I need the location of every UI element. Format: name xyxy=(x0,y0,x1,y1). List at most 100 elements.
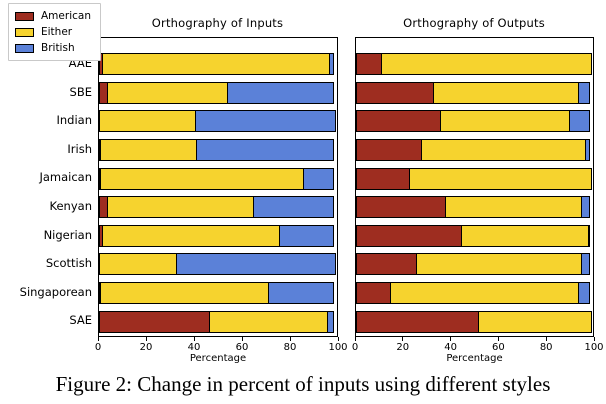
inputs-plot-title: Orthography of Inputs xyxy=(151,16,284,30)
stacked-bar xyxy=(356,282,593,305)
bar-segment-british xyxy=(279,224,335,247)
stacked-bar xyxy=(99,310,337,333)
bar-segment-american xyxy=(356,81,435,104)
x-tick-mark xyxy=(193,337,195,341)
bar-segment-british xyxy=(253,196,335,219)
bar-segment-british xyxy=(587,224,591,247)
bar-segment-either xyxy=(461,224,590,247)
legend-entry-either: Either xyxy=(15,24,91,40)
figure-caption: Figure 2: Change in percent of inputs us… xyxy=(55,372,551,396)
bar-row-nigerian xyxy=(99,222,337,251)
x-tick-mark xyxy=(497,337,499,341)
stacked-bar xyxy=(99,224,337,247)
x-tick-label: 0 xyxy=(351,342,359,353)
bar-row-indian xyxy=(99,107,337,136)
outputs-plot-title: Orthography of Outputs xyxy=(403,16,545,30)
bar-row-sbe xyxy=(356,79,593,108)
category-label-irish: Irish xyxy=(67,141,92,156)
bar-row-indian xyxy=(356,107,593,136)
stacked-bar xyxy=(99,196,337,219)
stacked-bar xyxy=(99,139,337,162)
bar-row-irish xyxy=(99,136,337,165)
stacked-bar xyxy=(99,167,337,190)
category-label-nigerian: Nigerian xyxy=(43,227,92,242)
bar-segment-british xyxy=(196,139,335,162)
outputs-plot xyxy=(355,37,594,337)
x-tick-label: 60 xyxy=(235,342,249,353)
bar-segment-american xyxy=(356,253,418,276)
bar-segment-british xyxy=(327,310,335,333)
stacked-bar xyxy=(356,110,593,133)
bar-segment-american xyxy=(356,110,442,133)
outputs-x-axis-label: Percentage xyxy=(446,353,503,364)
category-label-jamaican: Jamaican xyxy=(39,170,92,185)
bar-segment-either xyxy=(102,224,281,247)
legend-label: Either xyxy=(41,26,73,38)
bar-segment-either xyxy=(99,110,197,133)
stacked-bar xyxy=(99,53,337,76)
either-color-swatch xyxy=(15,27,34,37)
bar-row-sae xyxy=(356,307,593,336)
bar-segment-british xyxy=(267,282,335,305)
inputs-x-axis-label: Percentage xyxy=(189,353,247,364)
legend-label: British xyxy=(41,42,75,54)
bar-segment-either xyxy=(99,167,305,190)
bar-row-scottish xyxy=(356,250,593,279)
x-tick-label: 100 xyxy=(584,342,604,353)
x-tick-mark xyxy=(97,337,99,341)
bar-segment-either xyxy=(420,139,587,162)
bar-segment-american xyxy=(356,139,423,162)
x-tick-label: 20 xyxy=(139,342,153,353)
bar-segment-american xyxy=(356,310,480,333)
x-tick-label: 80 xyxy=(283,342,297,353)
bar-segment-either xyxy=(477,310,592,333)
category-axis-labels: AAE SBE Indian Irish Jamaican Kenyan Nigerian S… xyxy=(0,37,92,337)
category-label-kenyan: Kenyan xyxy=(49,198,92,213)
category-label-sae: SAE xyxy=(69,313,92,328)
bar-segment-either xyxy=(444,196,583,219)
x-tick-mark xyxy=(545,337,547,341)
bar-row-jamaican xyxy=(99,164,337,193)
bar-row-nigerian xyxy=(356,222,593,251)
bar-row-singaporean xyxy=(356,279,593,308)
bar-row-sbe xyxy=(99,79,337,108)
bar-segment-either xyxy=(439,110,571,133)
x-tick-label: 40 xyxy=(187,342,201,353)
bar-segment-either xyxy=(99,282,269,305)
bar-segment-either xyxy=(99,253,178,276)
stacked-bar xyxy=(356,139,593,162)
legend-entry-british: British xyxy=(15,40,91,56)
bar-segment-either xyxy=(416,253,583,276)
bar-segment-either xyxy=(380,53,592,76)
bar-segment-british xyxy=(568,110,591,133)
stacked-bar xyxy=(356,253,593,276)
stacked-bar xyxy=(356,81,593,104)
x-tick-mark xyxy=(289,337,291,341)
stacked-bar xyxy=(356,53,593,76)
bar-segment-either xyxy=(409,167,592,190)
bar-segment-either xyxy=(107,196,255,219)
bar-row-scottish xyxy=(99,250,337,279)
bar-segment-either xyxy=(390,282,580,305)
bar-segment-british xyxy=(580,196,591,219)
stacked-bar xyxy=(99,282,337,305)
bar-segment-american xyxy=(356,196,447,219)
bar-segment-either xyxy=(99,139,198,162)
inputs-plot xyxy=(98,37,338,337)
stacked-bar xyxy=(99,110,337,133)
x-tick-label: 60 xyxy=(492,342,505,353)
stacked-bar xyxy=(99,253,337,276)
bar-row-jamaican xyxy=(356,164,593,193)
stacked-bar xyxy=(356,196,593,219)
british-color-swatch xyxy=(15,43,34,53)
bar-row-kenyan xyxy=(356,193,593,222)
legend-label: American xyxy=(41,10,91,22)
bar-row-aae xyxy=(356,50,593,79)
bar-segment-american xyxy=(99,310,211,333)
bar-row-aae xyxy=(99,50,337,79)
bar-segment-american xyxy=(356,282,392,305)
x-tick-label: 100 xyxy=(328,342,348,353)
bar-segment-british xyxy=(329,53,335,76)
bar-row-irish xyxy=(356,136,593,165)
bar-segment-british xyxy=(227,81,335,104)
